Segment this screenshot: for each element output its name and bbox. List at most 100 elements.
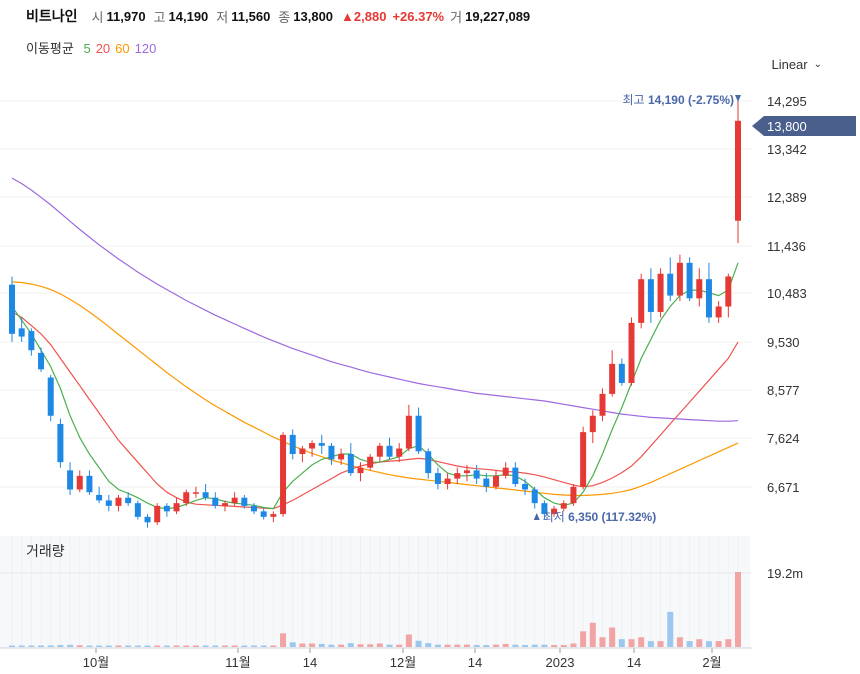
volume-bar: [415, 640, 422, 647]
moving-average-legend[interactable]: 이동평균 5 20 60 120: [26, 38, 161, 57]
volume-bar: [715, 641, 722, 647]
candle-body: [38, 352, 45, 370]
candle-body: [570, 486, 577, 504]
volume-bar: [144, 645, 151, 647]
candle-body: [96, 494, 103, 501]
y-tick-label: 12,389: [767, 190, 807, 205]
candle-body: [47, 377, 54, 416]
candle-body: [686, 262, 693, 299]
candle-body: [338, 453, 345, 460]
candle-body: [483, 478, 490, 487]
y-tick-label: 14,295: [767, 94, 807, 109]
volume-bar: [560, 645, 567, 647]
volume-bar: [473, 645, 480, 647]
low-marker-value: 6,350 (117.32%): [568, 510, 656, 524]
volume-bar: [434, 644, 441, 647]
open-price: 11,970: [106, 8, 146, 24]
volume-bar: [299, 643, 306, 647]
candle-body: [347, 453, 354, 474]
volume-bar: [541, 644, 548, 647]
candle-body: [57, 423, 64, 463]
candle-body: [376, 445, 383, 457]
candle-body: [192, 492, 199, 494]
volume-bar: [67, 644, 74, 647]
ma-period-20: 20: [95, 41, 111, 56]
candle-body: [628, 322, 635, 383]
candle-body: [212, 497, 219, 506]
candle-body: [386, 445, 393, 457]
volume-bar: [328, 644, 335, 647]
candle-body: [560, 503, 567, 509]
volume-bar: [580, 631, 587, 647]
candle-body: [618, 363, 625, 383]
volume-bar: [76, 645, 83, 647]
low-label: 저: [216, 9, 229, 25]
candle-body: [647, 279, 654, 312]
x-tick-label: 14: [468, 655, 482, 670]
candle-body: [9, 284, 15, 334]
candle-body: [493, 475, 499, 487]
volume-bar: [628, 639, 635, 647]
volume-bar: [425, 643, 432, 647]
x-tick-label: 14: [627, 655, 641, 670]
candle-body: [512, 467, 519, 485]
candle-body: [260, 511, 267, 517]
volume-bar: [154, 645, 161, 647]
volume-bar: [192, 645, 199, 647]
candle-body: [541, 503, 548, 515]
candle-body: [599, 393, 606, 416]
high-label: 고: [153, 9, 166, 25]
candle-body: [328, 445, 335, 460]
candle-body: [241, 497, 248, 506]
close-label: 종: [278, 9, 291, 25]
volume-bar: [618, 639, 625, 647]
chevron-down-icon: ⌄: [813, 59, 822, 70]
low-marker-label: 최저: [543, 510, 568, 524]
volume-bar: [531, 644, 538, 647]
volume-bar: [657, 641, 664, 647]
candle-body: [589, 415, 596, 433]
current-price-tag: [752, 116, 856, 136]
volume-bar: [57, 645, 64, 647]
candle-body: [202, 492, 209, 498]
ma120-line: [11, 177, 739, 422]
candle-body: [144, 516, 151, 523]
candle-body: [415, 415, 422, 452]
candle-body: [221, 503, 228, 506]
candle-body: [396, 448, 403, 457]
volume-panel: [0, 536, 750, 648]
volume-bar: [357, 644, 364, 647]
volume-bar: [405, 634, 412, 647]
high-marker-value: 14,190 (-2.75%): [648, 93, 734, 107]
down-triangle-icon: [735, 95, 741, 102]
volume-bar: [251, 645, 257, 647]
volume-bar: [212, 645, 219, 647]
candle-body: [280, 434, 287, 515]
volume-value: 19,227,089: [465, 8, 531, 24]
candle-body: [609, 363, 616, 394]
candle-body: [105, 500, 112, 506]
volume-bar: [522, 645, 529, 647]
open-label: 시: [91, 9, 104, 25]
scale-selector[interactable]: Linear ⌄: [771, 57, 822, 72]
candle-body: [299, 448, 306, 454]
volume-bar: [599, 637, 606, 647]
volume-bar: [125, 645, 132, 647]
volume-bar: [173, 645, 180, 647]
high-price: 14,190: [168, 8, 209, 24]
candle-body: [725, 276, 732, 307]
scale-value: Linear: [771, 57, 808, 72]
y-tick-label: 6,671: [767, 480, 800, 495]
candle-body: [425, 451, 432, 474]
volume-bar: [9, 645, 15, 647]
volume-bar: [202, 645, 209, 647]
volume-bar: [638, 637, 645, 647]
x-tick-label: 12월: [390, 655, 416, 670]
volume-bar: [86, 645, 93, 647]
current-price-label: 13,800: [767, 119, 807, 134]
x-tick-label: 2월: [702, 655, 721, 670]
y-tick-label: 7,624: [767, 431, 800, 446]
volume-bar: [696, 639, 703, 647]
candle-body: [251, 505, 257, 512]
